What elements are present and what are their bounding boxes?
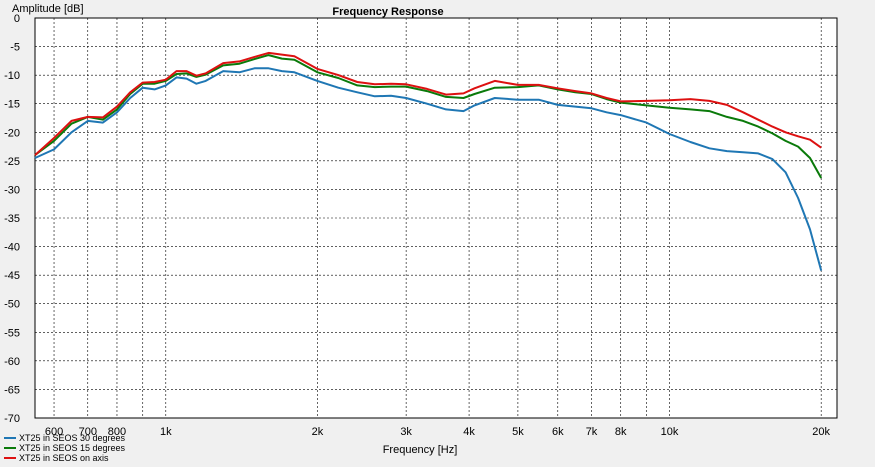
series-line-2 [34,54,823,179]
legend-swatch [4,447,16,449]
x-tick-label: 20k [812,426,830,438]
y-tick-label: -25 [4,156,20,168]
plot-frame [34,17,838,419]
chart-title: Frequency Response [332,6,443,18]
y-tick-label: -15 [4,99,20,111]
y-axis-label: Amplitude [dB] [12,3,84,15]
y-tick-label: -20 [4,127,20,139]
x-axis-label: Frequency [Hz] [383,444,458,456]
legend-item: XT25 in SEOS 15 degrees [4,443,125,453]
y-tick-label: 0 [14,13,20,25]
x-tick-label: 800 [108,426,126,438]
series-line-1 [34,67,823,271]
x-tick-label: 5k [512,426,524,438]
x-tick-label: 600 [45,426,63,438]
y-tick-label: -35 [4,213,20,225]
y-tick-label: -10 [4,70,20,82]
legend-swatch [4,457,16,459]
legend-item: XT25 in SEOS on axis [4,453,125,463]
x-tick-label: 7k [586,426,598,438]
x-tick-label: 8k [615,426,627,438]
x-axis-ticks: 600 700 800 1k 2k 3k 4k 5k 6k 7k 8k 10k 20k [45,426,831,438]
legend-swatch [4,437,16,439]
x-tick-label: 10k [661,426,679,438]
y-tick-label: -45 [4,270,20,282]
legend-label: XT25 in SEOS on axis [19,453,109,463]
legend: XT25 in SEOS 30 degrees XT25 in SEOS 15 d… [4,433,125,463]
y-tick-label: -55 [4,327,20,339]
x-tick-label: 6k [552,426,564,438]
y-tick-label: -5 [10,42,20,54]
series-line-3 [34,51,822,156]
x-tick-label: 1k [160,426,172,438]
y-tick-label: -65 [4,384,20,396]
legend-label: XT25 in SEOS 15 degrees [19,443,126,453]
legend-label: XT25 in SEOS 30 degrees [19,433,126,443]
y-tick-label: -60 [4,356,20,368]
y-tick-label: -50 [4,299,20,311]
x-tick-label: 2k [312,426,324,438]
x-tick-label: 4k [463,426,475,438]
y-axis-ticks: 0 -5 -10 -15 -20 -25 -30 -35 -40 -45 -50 -55 -60 -65 -… [4,13,20,425]
legend-item: XT25 in SEOS 30 degrees [4,433,125,443]
y-tick-label: -40 [4,242,20,254]
x-tick-label: 3k [400,426,412,438]
y-tick-label: -30 [4,184,20,196]
x-tick-label: 700 [79,426,97,438]
grid-lines [35,18,837,418]
y-tick-label: -70 [4,413,20,425]
series-lines [34,51,823,271]
